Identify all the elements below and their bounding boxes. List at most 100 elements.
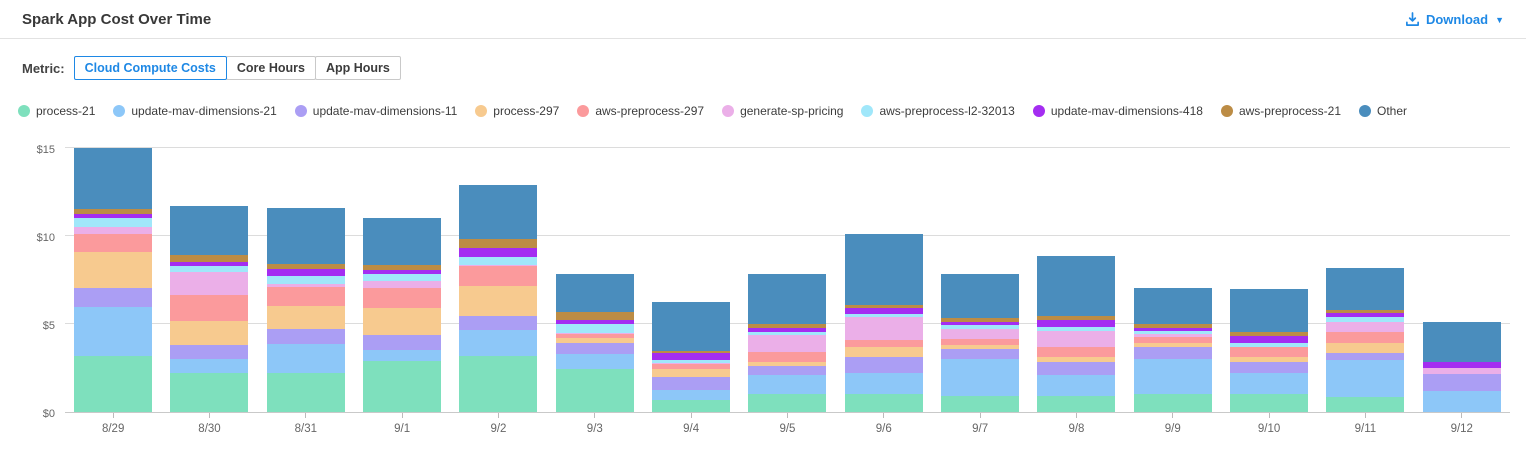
segment-process-21[interactable] bbox=[941, 396, 1020, 412]
segment-aws-preprocess-297[interactable] bbox=[941, 339, 1020, 346]
segment-update-mav-dimensions-21[interactable] bbox=[1037, 375, 1116, 397]
segment-aws-preprocess-297[interactable] bbox=[1230, 346, 1309, 357]
segment-update-mav-dimensions-11[interactable] bbox=[1422, 374, 1501, 392]
segment-update-mav-dimensions-418[interactable] bbox=[459, 248, 538, 258]
legend-item-update-mav-dimensions-418[interactable]: update-mav-dimensions-418 bbox=[1032, 104, 1203, 118]
segment-aws-preprocess-l2-32013[interactable] bbox=[266, 276, 345, 284]
segment-aws-preprocess-l2-32013[interactable] bbox=[844, 314, 923, 318]
download-button[interactable]: Download ▼ bbox=[1405, 12, 1504, 27]
legend-item-update-mav-dimensions-11[interactable]: update-mav-dimensions-11 bbox=[294, 104, 457, 118]
segment-update-mav-dimensions-21[interactable] bbox=[748, 375, 827, 394]
segment-aws-preprocess-21[interactable] bbox=[74, 208, 153, 215]
segment-other[interactable] bbox=[844, 234, 923, 305]
segment-aws-preprocess-l2-32013[interactable] bbox=[555, 323, 634, 333]
segment-other[interactable] bbox=[1230, 289, 1309, 332]
stacked-bar-9-3[interactable] bbox=[555, 273, 634, 412]
segment-aws-preprocess-297[interactable] bbox=[1133, 336, 1212, 344]
segment-process-21[interactable] bbox=[1230, 393, 1309, 412]
stacked-bar-9-8[interactable] bbox=[1037, 256, 1116, 412]
segment-update-mav-dimensions-11[interactable] bbox=[363, 335, 442, 351]
segment-generate-sp-pricing[interactable] bbox=[1422, 367, 1501, 375]
segment-generate-sp-pricing[interactable] bbox=[652, 362, 731, 365]
segment-process-21[interactable] bbox=[748, 393, 827, 412]
stacked-bar-9-6[interactable] bbox=[844, 234, 923, 412]
stacked-bar-9-11[interactable] bbox=[1326, 267, 1405, 412]
segment-other[interactable] bbox=[1037, 256, 1116, 316]
segment-process-21[interactable] bbox=[844, 393, 923, 412]
segment-update-mav-dimensions-21[interactable] bbox=[555, 354, 634, 369]
segment-aws-preprocess-l2-32013[interactable] bbox=[1230, 342, 1309, 347]
segment-update-mav-dimensions-11[interactable] bbox=[1230, 362, 1309, 374]
segment-aws-preprocess-l2-32013[interactable] bbox=[1326, 317, 1405, 322]
segment-aws-preprocess-297[interactable] bbox=[266, 287, 345, 307]
metric-button-core-hours[interactable]: Core Hours bbox=[225, 56, 316, 80]
segment-aws-preprocess-l2-32013[interactable] bbox=[941, 325, 1020, 329]
segment-update-mav-dimensions-21[interactable] bbox=[266, 344, 345, 373]
segment-other[interactable] bbox=[74, 148, 153, 209]
segment-aws-preprocess-l2-32013[interactable] bbox=[1037, 327, 1116, 331]
segment-process-297[interactable] bbox=[266, 306, 345, 330]
legend-item-aws-preprocess-21[interactable]: aws-preprocess-21 bbox=[1220, 104, 1341, 118]
segment-update-mav-dimensions-418[interactable] bbox=[652, 353, 731, 360]
segment-update-mav-dimensions-11[interactable] bbox=[941, 349, 1020, 359]
segment-update-mav-dimensions-11[interactable] bbox=[652, 376, 731, 390]
segment-update-mav-dimensions-11[interactable] bbox=[1133, 346, 1212, 359]
segment-update-mav-dimensions-11[interactable] bbox=[748, 366, 827, 376]
segment-process-297[interactable] bbox=[748, 362, 827, 367]
segment-process-21[interactable] bbox=[555, 368, 634, 412]
segment-process-297[interactable] bbox=[941, 345, 1020, 350]
legend-item-other[interactable]: Other bbox=[1359, 104, 1407, 118]
legend-item-aws-preprocess-l2-32013[interactable]: aws-preprocess-l2-32013 bbox=[861, 104, 1015, 118]
segment-update-mav-dimensions-418[interactable] bbox=[1422, 362, 1501, 368]
stacked-bar-9-12[interactable] bbox=[1422, 321, 1501, 412]
segment-update-mav-dimensions-11[interactable] bbox=[555, 343, 634, 355]
stacked-bar-9-7[interactable] bbox=[941, 274, 1020, 412]
segment-process-297[interactable] bbox=[74, 252, 153, 289]
segment-process-297[interactable] bbox=[1326, 342, 1405, 353]
segment-generate-sp-pricing[interactable] bbox=[170, 271, 249, 295]
segment-process-21[interactable] bbox=[1326, 396, 1405, 412]
segment-aws-preprocess-l2-32013[interactable] bbox=[652, 359, 731, 363]
segment-update-mav-dimensions-418[interactable] bbox=[941, 321, 1020, 326]
segment-update-mav-dimensions-418[interactable] bbox=[266, 268, 345, 277]
segment-aws-preprocess-21[interactable] bbox=[844, 304, 923, 309]
segment-process-21[interactable] bbox=[459, 355, 538, 412]
segment-process-297[interactable] bbox=[170, 321, 249, 346]
segment-update-mav-dimensions-11[interactable] bbox=[1326, 352, 1405, 360]
segment-aws-preprocess-297[interactable] bbox=[363, 288, 442, 308]
segment-update-mav-dimensions-21[interactable] bbox=[941, 358, 1020, 397]
segment-update-mav-dimensions-21[interactable] bbox=[74, 306, 153, 356]
segment-process-21[interactable] bbox=[266, 372, 345, 412]
stacked-bar-9-10[interactable] bbox=[1230, 289, 1309, 412]
stacked-bar-8-29[interactable] bbox=[74, 148, 153, 412]
segment-process-297[interactable] bbox=[363, 307, 442, 336]
segment-generate-sp-pricing[interactable] bbox=[1037, 330, 1116, 347]
stacked-bar-8-31[interactable] bbox=[266, 207, 345, 412]
segment-generate-sp-pricing[interactable] bbox=[74, 226, 153, 235]
segment-update-mav-dimensions-21[interactable] bbox=[1326, 359, 1405, 397]
segment-other[interactable] bbox=[170, 206, 249, 255]
segment-aws-preprocess-297[interactable] bbox=[555, 333, 634, 338]
segment-update-mav-dimensions-11[interactable] bbox=[170, 345, 249, 359]
segment-generate-sp-pricing[interactable] bbox=[1133, 334, 1212, 337]
stacked-bar-9-2[interactable] bbox=[459, 184, 538, 412]
segment-aws-preprocess-297[interactable] bbox=[74, 234, 153, 253]
segment-process-297[interactable] bbox=[555, 337, 634, 344]
segment-aws-preprocess-21[interactable] bbox=[555, 311, 634, 321]
segment-generate-sp-pricing[interactable] bbox=[844, 317, 923, 340]
segment-other[interactable] bbox=[1422, 321, 1501, 363]
segment-update-mav-dimensions-418[interactable] bbox=[1037, 319, 1116, 328]
segment-other[interactable] bbox=[1326, 267, 1405, 310]
segment-aws-preprocess-297[interactable] bbox=[1326, 331, 1405, 343]
legend-item-aws-preprocess-297[interactable]: aws-preprocess-297 bbox=[577, 104, 704, 118]
segment-process-21[interactable] bbox=[363, 360, 442, 412]
segment-generate-sp-pricing[interactable] bbox=[748, 335, 827, 352]
segment-generate-sp-pricing[interactable] bbox=[941, 328, 1020, 340]
segment-aws-preprocess-21[interactable] bbox=[266, 263, 345, 269]
segment-process-297[interactable] bbox=[844, 346, 923, 357]
segment-aws-preprocess-l2-32013[interactable] bbox=[363, 273, 442, 282]
segment-update-mav-dimensions-11[interactable] bbox=[459, 315, 538, 330]
segment-aws-preprocess-21[interactable] bbox=[748, 324, 827, 328]
segment-process-297[interactable] bbox=[459, 285, 538, 316]
segment-update-mav-dimensions-11[interactable] bbox=[266, 329, 345, 345]
